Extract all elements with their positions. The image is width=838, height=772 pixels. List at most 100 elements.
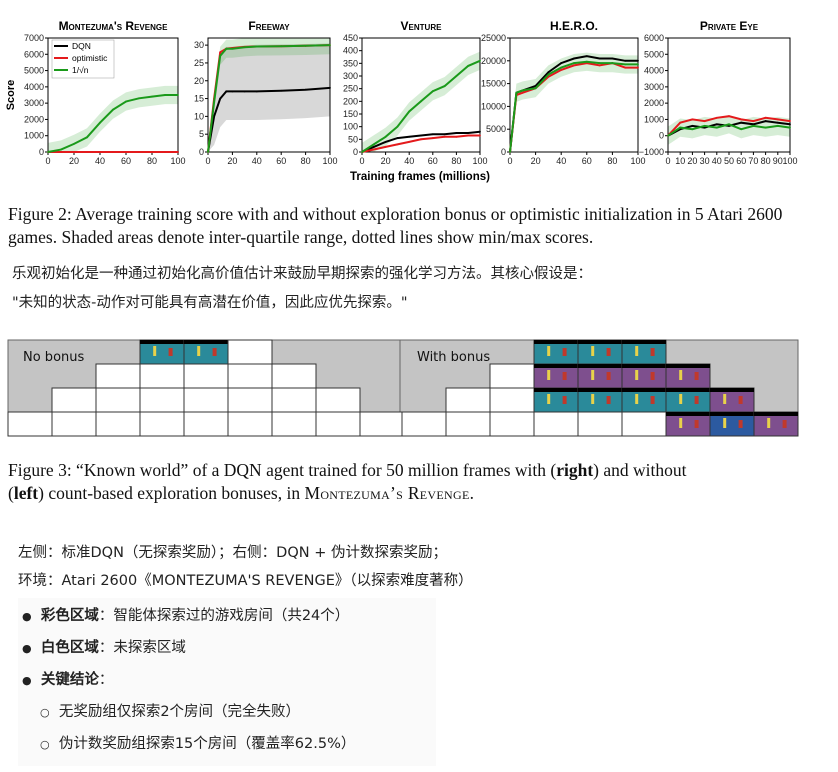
x-tick-label: 20 <box>531 156 541 166</box>
room-ladder <box>591 370 595 380</box>
unexplored-room <box>183 411 229 437</box>
room-door <box>782 420 787 428</box>
unexplored-room <box>95 363 141 389</box>
room-ladder <box>547 394 551 404</box>
unexplored-room <box>445 387 491 413</box>
y-tick-label: 4000 <box>24 82 44 92</box>
data-point <box>255 90 258 93</box>
room-ceiling <box>666 412 710 416</box>
data-point <box>99 121 101 124</box>
room-ladder <box>767 418 771 428</box>
data-point <box>396 137 399 139</box>
data-point <box>776 121 779 124</box>
data-point <box>213 101 216 104</box>
y-tick-label: 15 <box>194 94 204 104</box>
data-point <box>752 123 755 126</box>
x-tick-label: 80 <box>761 156 771 166</box>
x-tick-label: 0 <box>205 156 210 166</box>
data-point <box>740 128 743 131</box>
data-point <box>624 59 627 62</box>
data-point <box>679 126 682 129</box>
data-point <box>231 47 234 50</box>
x-tick-label: 40 <box>556 156 566 166</box>
data-point <box>408 135 411 138</box>
data-point <box>776 118 779 121</box>
room-ceiling <box>534 388 578 392</box>
fig3-caption-part4: ) count-based exploration bonuses, in <box>38 483 305 503</box>
fig3-caption-bold-left: left <box>13 483 39 503</box>
x-tick-label: 60 <box>582 156 592 166</box>
data-point <box>431 90 434 93</box>
room-door <box>606 372 611 380</box>
data-point <box>789 120 791 122</box>
data-point <box>431 137 434 139</box>
data-point <box>280 45 283 48</box>
room-door <box>738 396 743 404</box>
y-axis-label: Score <box>5 80 17 111</box>
data-point <box>164 151 166 153</box>
unexplored-room <box>489 387 535 413</box>
unexplored-room <box>271 363 317 389</box>
data-point <box>372 146 375 148</box>
figure-3-caption: Figure 3: “Known world” of a DQN agent t… <box>8 459 818 505</box>
no-bonus-label: No bonus <box>23 350 85 365</box>
data-point <box>304 88 307 91</box>
x-tick-label: 0 <box>359 156 364 166</box>
y-tick-label: 250 <box>343 84 358 94</box>
data-point <box>125 100 127 103</box>
unexplored-room <box>577 411 623 437</box>
data-point <box>573 57 575 60</box>
y-tick-label: 20 <box>194 76 204 86</box>
y-tick-label: 6000 <box>24 49 44 59</box>
data-point <box>715 116 718 119</box>
x-tick-label: 100 <box>630 156 645 166</box>
x-tick-label: 20 <box>227 156 237 166</box>
unexplored-room <box>445 411 491 437</box>
data-point <box>560 62 563 64</box>
room-ceiling <box>184 340 228 344</box>
data-point <box>764 126 767 129</box>
x-tick-label: 60 <box>736 156 746 166</box>
data-point <box>573 62 575 64</box>
data-point <box>691 118 694 121</box>
unexplored-room <box>271 411 317 437</box>
y-tick-label: 0 <box>39 147 44 157</box>
data-point <box>420 100 422 103</box>
data-point <box>225 47 228 50</box>
data-point <box>479 134 481 137</box>
data-point <box>573 64 575 67</box>
room-ceiling <box>578 364 622 368</box>
y-tick-label: 400 <box>343 46 358 56</box>
bonus-band <box>48 85 178 152</box>
bullet-bold-colored: 彩色区域 <box>40 608 99 624</box>
data-point <box>86 151 88 153</box>
room-ceiling <box>622 340 666 344</box>
x-tick-label: 100 <box>782 156 797 166</box>
x-tick-label: 0 <box>45 156 50 166</box>
y-tick-label: 30 <box>194 40 204 50</box>
iqr-shade <box>208 43 330 152</box>
data-point <box>60 151 62 153</box>
x-tick-label: 10 <box>675 156 685 166</box>
room-ceiling <box>622 364 666 368</box>
sub-bullet-text-with-bonus: 伪计数奖励组探索15个房间（覆盖率62.5%） <box>58 736 356 752</box>
y-tick-label: 100 <box>343 122 358 132</box>
plot-frame <box>207 37 331 153</box>
x-tick-label: 0 <box>507 156 512 166</box>
data-point <box>243 90 246 93</box>
fig3-caption-game: Montezuma’s Revenge <box>304 483 470 503</box>
data-point <box>752 120 755 122</box>
x-tick-label: 100 <box>322 156 337 166</box>
y-tick-label: 50 <box>348 134 358 144</box>
data-point <box>219 97 222 100</box>
data-point <box>231 90 234 93</box>
y-tick-label: 5000 <box>486 124 506 134</box>
data-point <box>703 120 706 122</box>
grid-svg <box>7 339 799 437</box>
data-point <box>624 66 627 69</box>
data-point <box>112 151 114 153</box>
x-tick-label: 70 <box>748 156 758 166</box>
data-point <box>151 151 153 153</box>
bullet-item-conclusion: ● 关键结论： <box>22 672 114 688</box>
data-point <box>479 59 481 62</box>
